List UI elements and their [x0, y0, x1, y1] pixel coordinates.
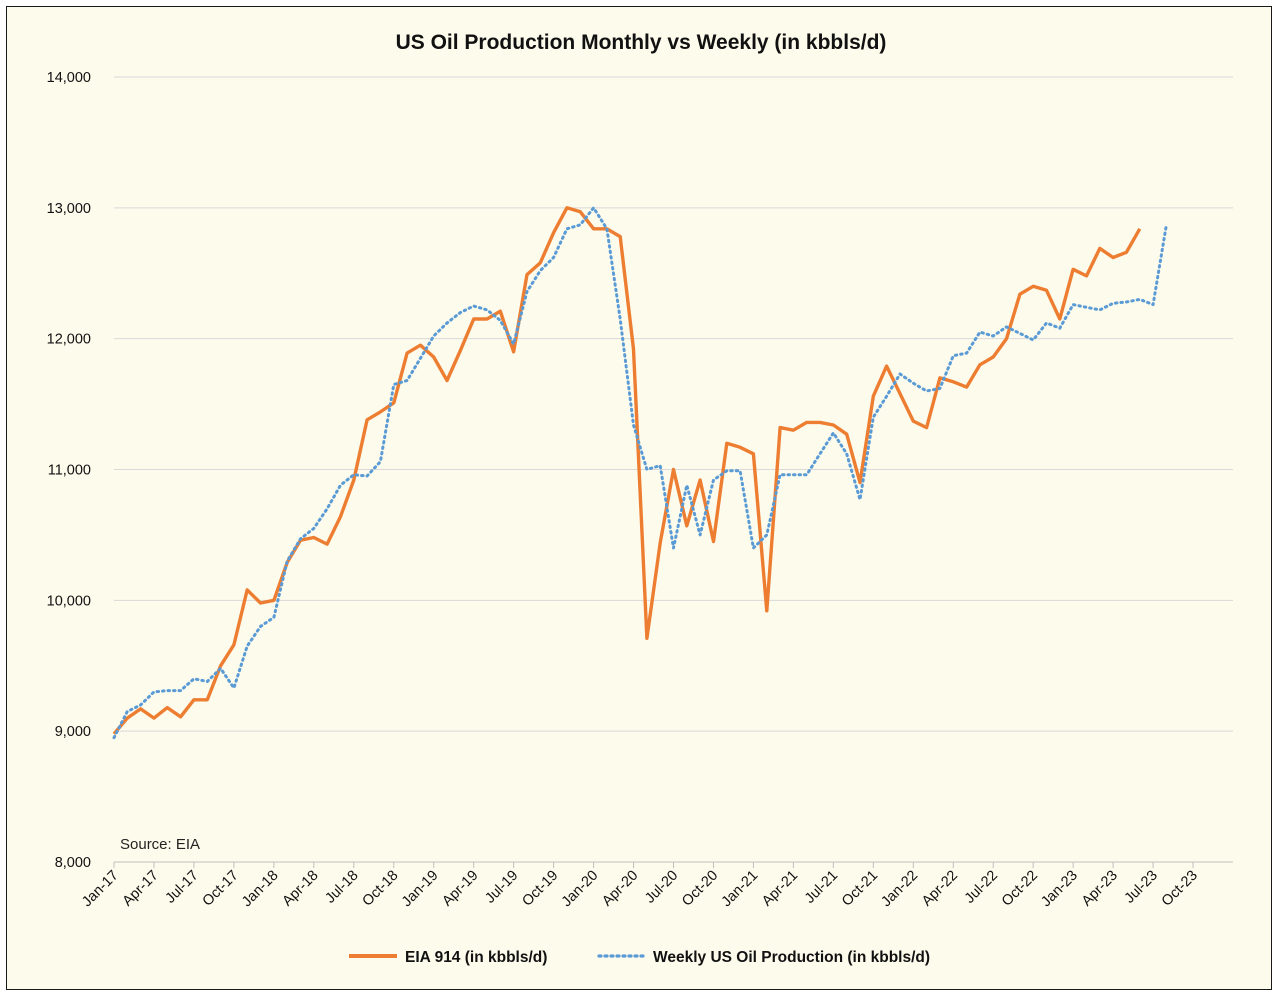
y-tick-label: 12,000 [47, 332, 91, 348]
line-chart: US Oil Production Monthly vs Weekly (in … [47, 31, 1233, 966]
y-tick-label: 14,000 [47, 70, 91, 86]
x-tick-label: Jul-20 [642, 868, 681, 907]
x-tick-label: Oct-20 [679, 868, 721, 910]
x-tick-label: Jan-22 [878, 868, 921, 911]
x-tick-label: Jul-22 [962, 868, 1001, 907]
x-tick-label: Jan-20 [559, 868, 602, 911]
x-tick-label: Apr-21 [759, 868, 801, 910]
x-tick-label: Oct-18 [359, 868, 401, 910]
y-tick-label: 9,000 [55, 724, 91, 740]
x-tick-label: Apr-23 [1079, 868, 1121, 910]
x-tick-label: Apr-17 [120, 868, 162, 910]
x-tick-label: Oct-22 [999, 868, 1041, 910]
series-lines [112, 206, 1168, 740]
x-tick-label: Jul-18 [322, 868, 361, 907]
x-tick-label: Oct-21 [839, 868, 881, 910]
y-axis-tick-labels: 8,000 9,000 10,000 11,000 12,000 13,000 14,000 [47, 70, 91, 871]
x-tick-label: Oct-17 [200, 868, 242, 910]
x-tick-label: Jan-18 [239, 868, 282, 911]
gridlines [114, 76, 1233, 732]
x-tick-label: Jan-17 [79, 868, 122, 911]
x-tick-label: Apr-20 [599, 868, 641, 910]
legend-label-eia-914: EIA 914 (in kbbls/d) [405, 949, 547, 966]
source-annotation: Source: EIA [120, 836, 200, 853]
x-tick-label: Oct-19 [519, 868, 561, 910]
series-line-weekly [112, 206, 1168, 740]
x-tick-label: Jul-17 [163, 868, 202, 907]
chart-frame: US Oil Production Monthly vs Weekly (in … [6, 6, 1272, 990]
legend: EIA 914 (in kbbls/d) Weekly US Oil Produ… [349, 949, 930, 966]
x-tick-label: Jul-19 [482, 868, 521, 907]
x-axis [113, 861, 1233, 868]
legend-label-weekly: Weekly US Oil Production (in kbbls/d) [653, 949, 930, 966]
x-tick-label: Jan-21 [719, 868, 762, 911]
x-tick-label: Apr-19 [439, 868, 481, 910]
chart-title: US Oil Production Monthly vs Weekly (in … [396, 31, 887, 54]
x-tick-label: Jan-23 [1038, 868, 1081, 911]
x-tick-label: Jul-23 [1122, 868, 1161, 907]
x-tick-label: Apr-22 [919, 868, 961, 910]
series-line-eia-914 [112, 206, 1142, 735]
y-tick-label: 11,000 [48, 463, 91, 479]
x-tick-label: Jan-19 [399, 868, 442, 911]
y-tick-label: 13,000 [47, 201, 91, 217]
y-tick-label: 8,000 [55, 855, 91, 871]
x-tick-label: Jul-21 [802, 868, 841, 907]
y-tick-label: 10,000 [47, 593, 91, 609]
x-tick-label: Oct-23 [1159, 868, 1201, 910]
x-tick-label: Apr-18 [280, 868, 322, 910]
